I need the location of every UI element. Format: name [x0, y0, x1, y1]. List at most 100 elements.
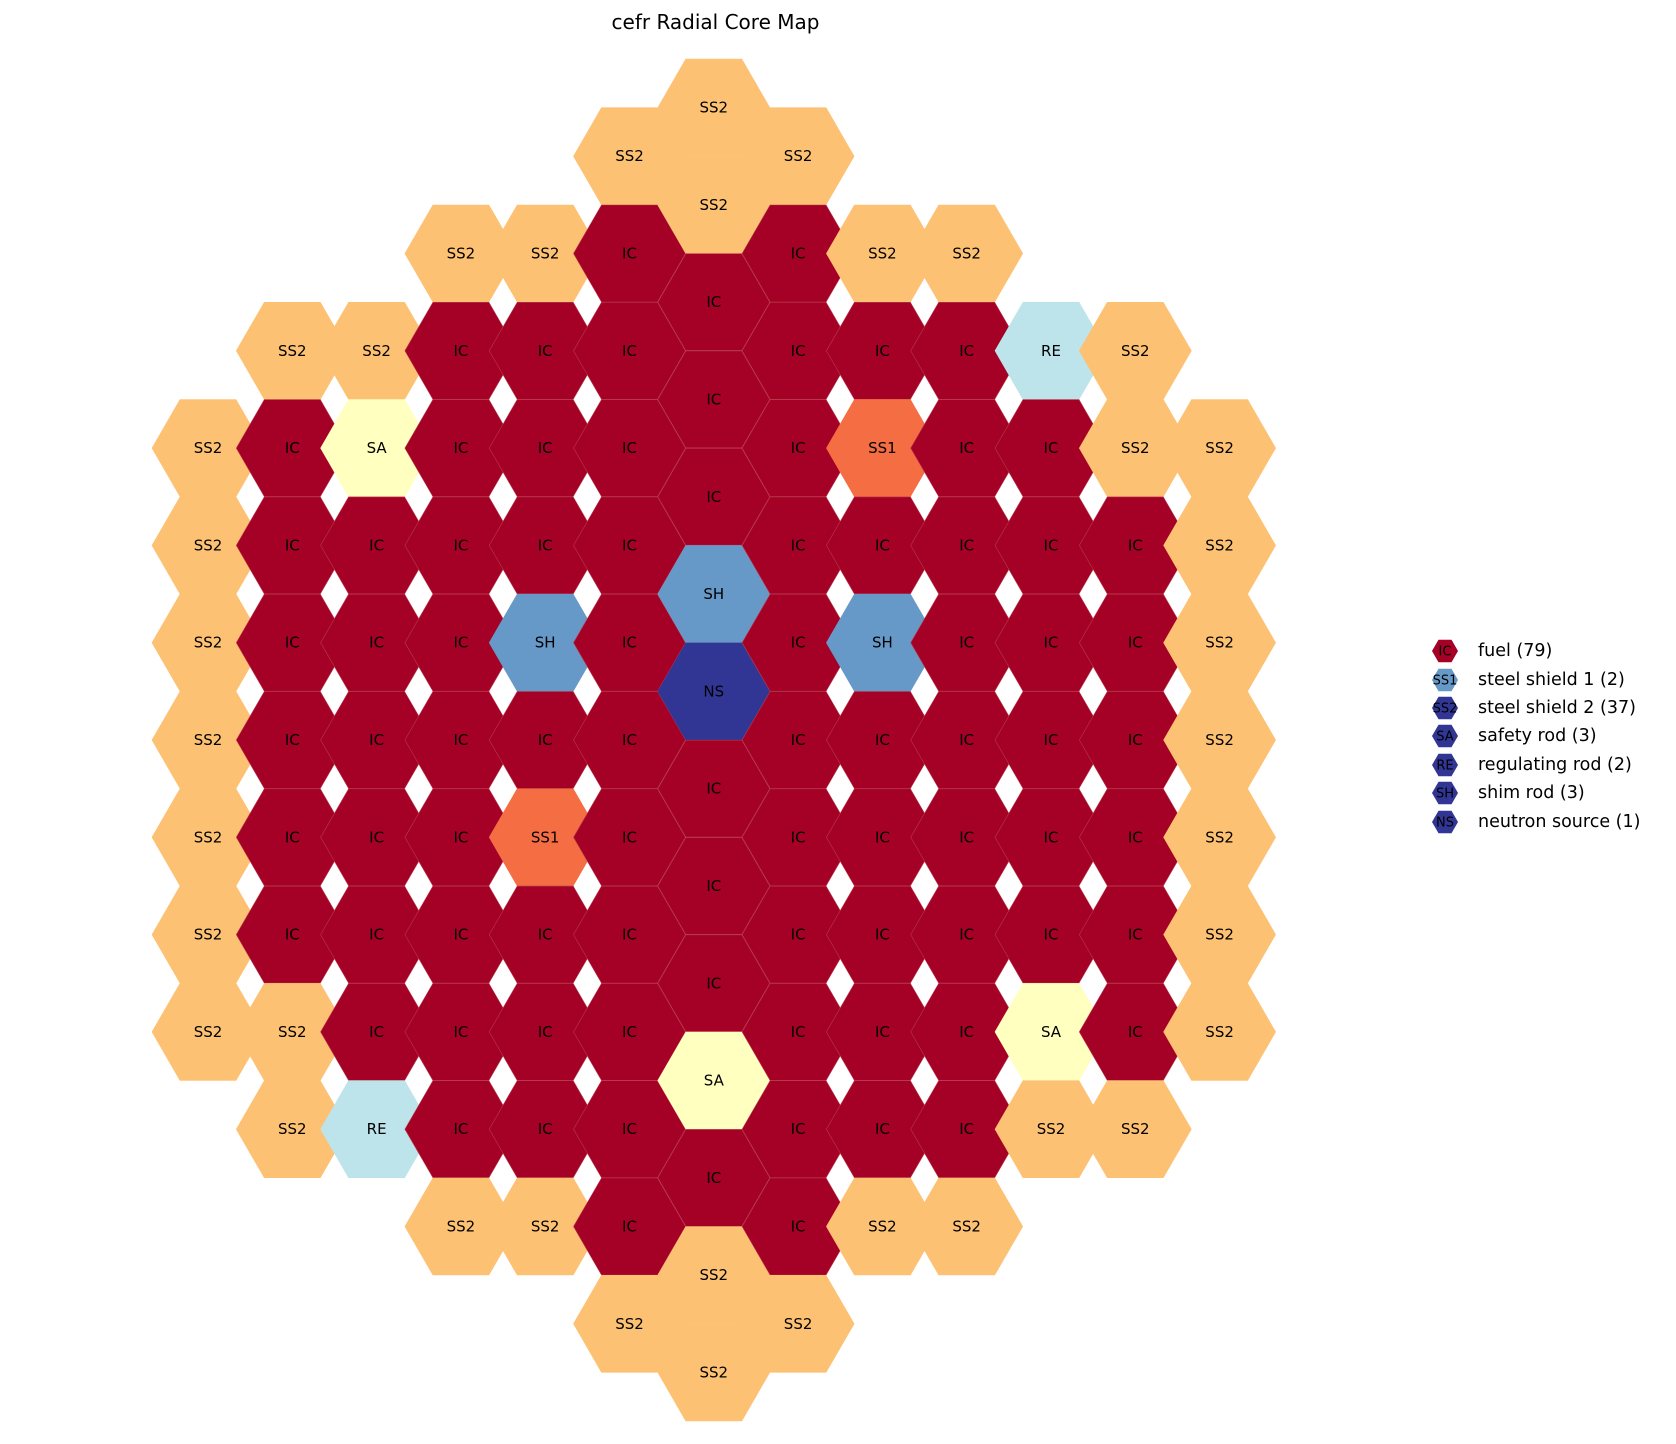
- assembly-hex: [320, 301, 433, 400]
- assembly-label: IC: [453, 1023, 468, 1041]
- assembly-label: IC: [538, 731, 553, 749]
- assembly-label: IC: [622, 731, 637, 749]
- assembly-label: IC: [622, 245, 637, 263]
- assembly-hex: [151, 885, 265, 984]
- assembly-label: IC: [875, 1120, 890, 1138]
- core-map: SS2 SS2 SS2 SS2 SS2 SS2 SS2 SS2 IC IC IC IC IC IC SS2 S…: [151, 58, 1276, 1422]
- assembly-hex: [488, 301, 602, 400]
- assembly-hex: [910, 1177, 1024, 1276]
- hexagon-marker-icon: RE: [1430, 751, 1460, 779]
- assembly-label: IC: [791, 1218, 806, 1236]
- legend-label: neutron source (1): [1478, 811, 1641, 832]
- assembly-ic: IC: [741, 1177, 855, 1276]
- assembly-label: IC: [1044, 828, 1059, 846]
- assembly-label: IC: [285, 926, 300, 944]
- assembly-ic: IC: [741, 399, 855, 497]
- assembly-label: IC: [622, 1023, 637, 1041]
- assembly-label: IC: [1128, 731, 1143, 749]
- legend-item: RE regulating rod (2): [1430, 751, 1670, 779]
- assembly-label: IC: [875, 536, 890, 554]
- assembly-label: SS2: [1205, 536, 1234, 554]
- assembly-hex: [657, 156, 771, 254]
- assembly-hex: [488, 1177, 602, 1276]
- assembly-ic: IC: [741, 691, 855, 789]
- legend-item: NS neutron source (1): [1430, 807, 1670, 835]
- assembly-label: SS2: [784, 1315, 813, 1333]
- assembly-ic: IC: [235, 691, 349, 789]
- assembly-ic: IC: [741, 204, 855, 303]
- assembly-hex: [910, 301, 1024, 400]
- assembly-label: IC: [791, 828, 806, 846]
- assembly-label: SH: [872, 634, 893, 652]
- assembly-ic: IC: [235, 496, 349, 595]
- assembly-ic: IC: [741, 885, 855, 984]
- assembly-ss2: SS2: [1078, 399, 1192, 497]
- assembly-ic: IC: [910, 399, 1024, 497]
- assembly-hex: [1078, 885, 1192, 984]
- assembly-ss2: SS2: [1163, 691, 1276, 789]
- assembly-hex: [657, 739, 771, 838]
- assembly-hex: [320, 885, 433, 984]
- legend-item: IC fuel (79): [1430, 637, 1670, 665]
- legend: IC fuel (79) SS1 steel shield 1 (2) SS2 steel…: [1430, 637, 1670, 836]
- assembly-hex: [573, 1275, 686, 1373]
- legend-item: SH shim rod (3): [1430, 779, 1670, 807]
- assembly-ic: IC: [573, 885, 686, 984]
- legend-item: SS1 steel shield 1 (2): [1430, 665, 1670, 693]
- assembly-label: IC: [1128, 536, 1143, 554]
- assembly-label: SS2: [1205, 926, 1234, 944]
- assembly-label: IC: [1044, 536, 1059, 554]
- assembly-label: IC: [622, 926, 637, 944]
- assembly-ic: IC: [910, 885, 1024, 984]
- assembly-ic: IC: [910, 1080, 1024, 1178]
- assembly-ss2: SS2: [404, 204, 518, 303]
- assembly-ss2: SS2: [657, 58, 771, 157]
- assembly-label: SS2: [700, 99, 729, 117]
- assembly-sa: SA: [994, 983, 1108, 1081]
- assembly-label: SS2: [1037, 1120, 1066, 1138]
- assembly-ic: IC: [657, 739, 771, 838]
- assembly-label: IC: [706, 974, 721, 992]
- assembly-ic: IC: [573, 593, 686, 692]
- assembly-ic: IC: [741, 593, 855, 692]
- assembly-hex: [320, 1080, 433, 1178]
- assembly-ic: IC: [488, 496, 602, 595]
- assembly-label: SS2: [868, 1218, 897, 1236]
- assembly-label: IC: [875, 342, 890, 360]
- hexagon-marker-icon: SS2: [1430, 694, 1460, 722]
- assembly-ss2: SS2: [151, 983, 265, 1081]
- assembly-ns: NS: [657, 642, 771, 741]
- assembly-hex: [573, 885, 686, 984]
- assembly-ic: IC: [910, 593, 1024, 692]
- assembly-ic: IC: [1078, 885, 1192, 984]
- legend-item: SS2 steel shield 2 (37): [1430, 694, 1670, 722]
- assembly-label: IC: [706, 293, 721, 311]
- assembly-ic: IC: [657, 447, 771, 546]
- assembly-ss2: SS2: [1163, 593, 1276, 692]
- assembly-ic: IC: [488, 399, 602, 497]
- assembly-ic: IC: [1078, 788, 1192, 887]
- assembly-label: SS2: [194, 1023, 223, 1041]
- assembly-hex: [404, 885, 518, 984]
- assembly-hex: [235, 1080, 349, 1178]
- assembly-sh: SH: [657, 545, 771, 643]
- assembly-label: SS2: [784, 147, 813, 165]
- assembly-hex: [404, 301, 518, 400]
- assembly-ic: IC: [235, 885, 349, 984]
- assembly-label: IC: [538, 439, 553, 457]
- assembly-label: SS2: [1205, 828, 1234, 846]
- assembly-hex: [657, 447, 771, 546]
- assembly-label: IC: [1128, 926, 1143, 944]
- assembly-ic: IC: [826, 691, 939, 789]
- assembly-ic: IC: [320, 593, 433, 692]
- assembly-label: SS2: [278, 1120, 307, 1138]
- svg-text:SS2: SS2: [1433, 701, 1458, 716]
- assembly-ic: IC: [657, 934, 771, 1032]
- assembly-label: IC: [959, 536, 974, 554]
- assembly-label: SA: [1041, 1023, 1062, 1041]
- assembly-label: IC: [369, 828, 384, 846]
- assembly-label: SS2: [278, 1023, 307, 1041]
- assembly-hex: [1078, 301, 1192, 400]
- assembly-hex: [994, 1080, 1108, 1178]
- assembly-hex: [910, 885, 1024, 984]
